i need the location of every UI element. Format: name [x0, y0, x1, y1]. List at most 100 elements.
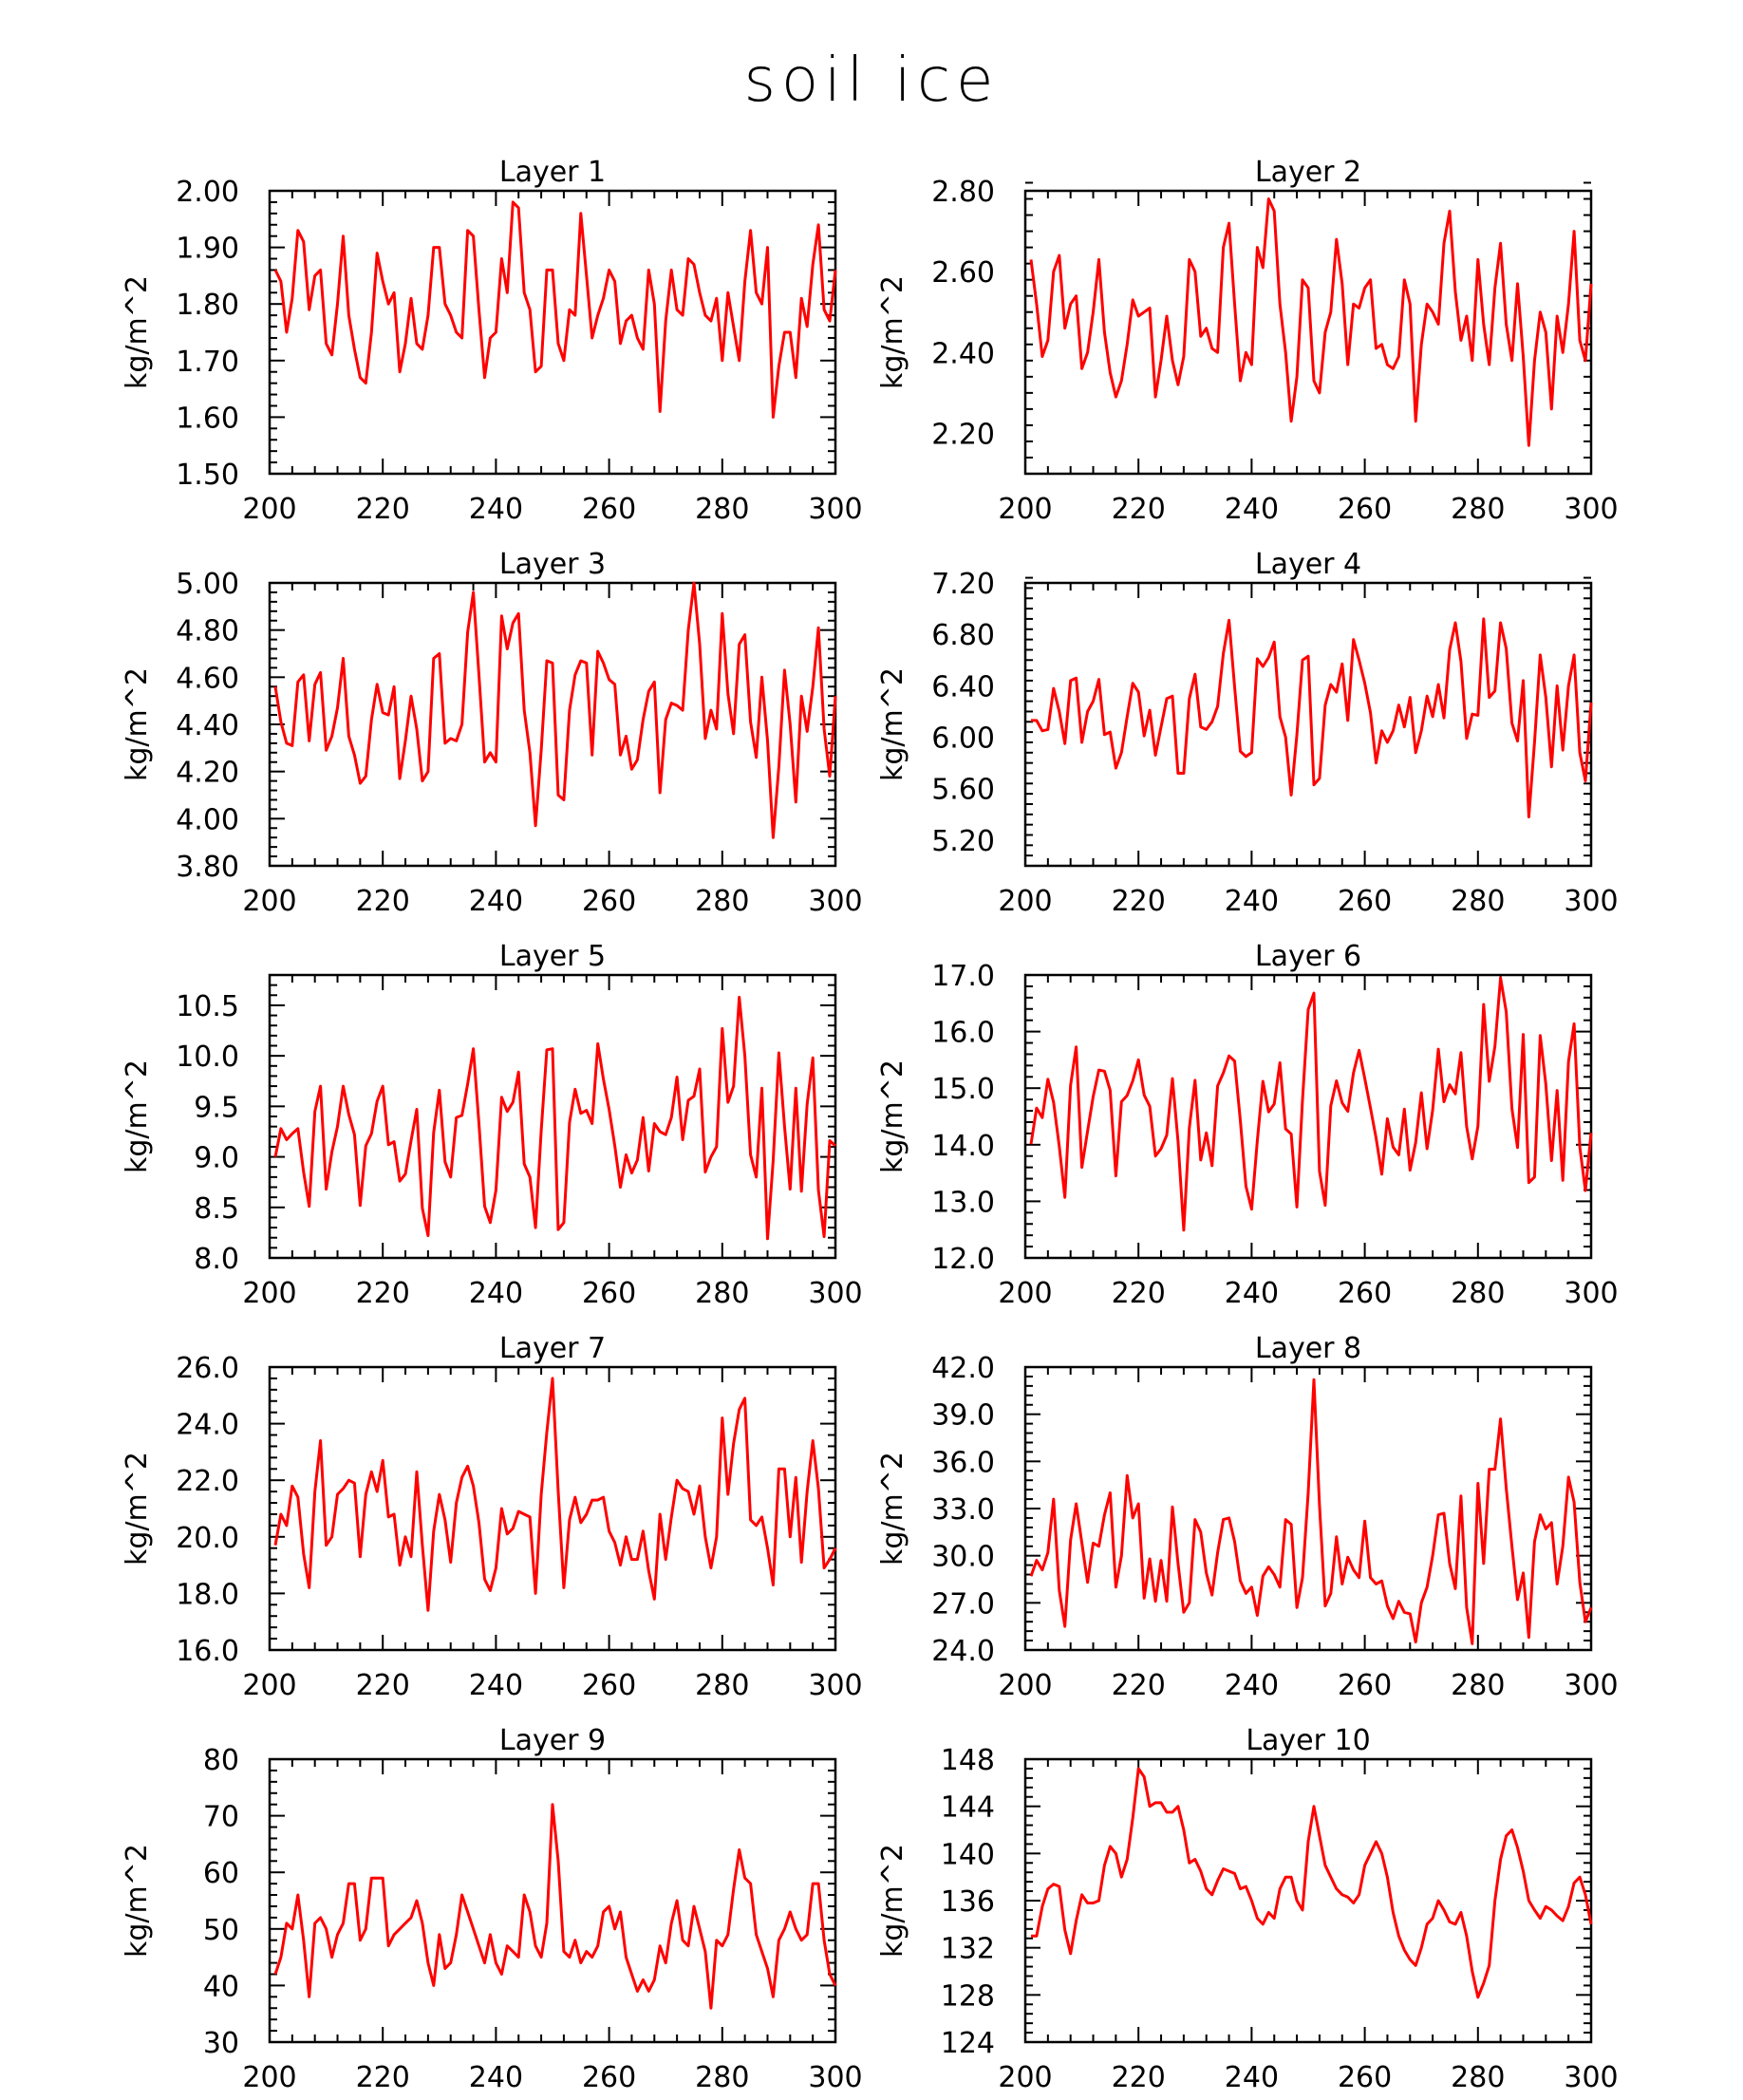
panel-7-xtick-label: 240 — [469, 1669, 523, 1702]
panel-1-frame — [268, 189, 837, 476]
panel-2-series-line — [1029, 197, 1593, 447]
panel-7-ylabel: kg/m^2 — [121, 1452, 154, 1566]
panel-3-title: Layer 3 — [499, 548, 606, 581]
panel-1-title: Layer 1 — [499, 156, 606, 189]
panel-3-xtick-label: 260 — [582, 885, 636, 918]
panel-3-xtick-label: 220 — [356, 885, 410, 918]
panel-1-xtick-label: 200 — [242, 493, 296, 526]
panel-6-xtick-label: 300 — [1564, 1277, 1618, 1310]
panel-4-xtick-label: 260 — [1338, 885, 1392, 918]
panel-8-ytick-label: 39.0 — [931, 1399, 995, 1433]
panel-7-frame — [268, 1365, 837, 1652]
panel-10-xtick-label: 220 — [1112, 2061, 1166, 2094]
panel-4-ylabel: kg/m^2 — [876, 667, 909, 781]
panel-1-xtick-label: 300 — [808, 493, 862, 526]
panel-3-ytick-label: 3.80 — [176, 851, 239, 884]
panel-4-ytick-label: 5.20 — [931, 825, 995, 858]
panel-1-series-line — [273, 200, 837, 419]
panel-4-series-line — [1031, 617, 1593, 818]
panel-9-title: Layer 9 — [499, 1724, 606, 1757]
panel-2-xtick-label: 300 — [1564, 493, 1618, 526]
panel-1-ylabel: kg/m^2 — [121, 275, 154, 389]
panel-1-xtick-label: 260 — [582, 493, 636, 526]
panel-10-title: Layer 10 — [1246, 1724, 1370, 1757]
panel-9-xtick-label: 280 — [695, 2061, 749, 2094]
panel-1-ytick-label: 1.80 — [176, 289, 239, 322]
panel-10-xtick-label: 240 — [1225, 2061, 1279, 2094]
panel-2-ylabel: kg/m^2 — [876, 275, 909, 389]
panel-6-xtick-label: 220 — [1112, 1277, 1166, 1310]
main-title: soil ice — [743, 46, 1000, 116]
panel-1-ytick-label: 1.90 — [176, 233, 239, 266]
panel-2-ytick-label: 2.80 — [931, 176, 995, 209]
panel-7-ytick-label: 16.0 — [176, 1635, 239, 1668]
panel-10-ytick-label: 144 — [941, 1791, 995, 1825]
panel-10-ytick-label: 124 — [941, 2027, 995, 2060]
panel-3-xtick-label: 200 — [242, 885, 296, 918]
panel-3-xtick-label: 300 — [808, 885, 862, 918]
panel-7-xtick-label: 300 — [808, 1669, 862, 1702]
panel-8-ytick-label: 36.0 — [931, 1446, 995, 1479]
panel-5-ytick-label: 9.5 — [194, 1091, 239, 1124]
panel-4-ytick-label: 7.20 — [931, 568, 995, 601]
panel-8-xtick-label: 240 — [1225, 1669, 1279, 1702]
panel-2-title: Layer 2 — [1255, 156, 1361, 189]
panel-9-ylabel: kg/m^2 — [121, 1844, 154, 1958]
panel-7-ytick-label: 22.0 — [176, 1465, 239, 1498]
panel-6-xtick-label: 280 — [1451, 1277, 1505, 1310]
panel-8-ytick-label: 24.0 — [931, 1635, 995, 1668]
panel-6-title: Layer 6 — [1255, 940, 1361, 973]
panel-10-xtick-label: 200 — [998, 2061, 1052, 2094]
panel-6-ytick-label: 13.0 — [931, 1186, 995, 1219]
panel-7-xtick-label: 200 — [242, 1669, 296, 1702]
panel-3-ytick-label: 4.60 — [176, 662, 239, 695]
panel-5-xtick-label: 240 — [469, 1277, 523, 1310]
panel-3-ytick-label: 4.40 — [176, 709, 239, 742]
panel-7-series-line — [273, 1377, 837, 1612]
panel-8-series-line — [1029, 1378, 1593, 1645]
panel-6-ytick-label: 12.0 — [931, 1243, 995, 1276]
panel-5-xtick-label: 220 — [356, 1277, 410, 1310]
panel-3-series-line — [273, 581, 837, 839]
panel-5-ytick-label: 10.5 — [176, 990, 239, 1023]
panel-6-ylabel: kg/m^2 — [876, 1059, 909, 1173]
panel-6-ytick-label: 14.0 — [931, 1130, 995, 1163]
panel-10-ytick-label: 132 — [941, 1933, 995, 1966]
panel-6-xtick-label: 260 — [1338, 1277, 1392, 1310]
panel-9-ytick-label: 70 — [203, 1801, 239, 1834]
panel-1-ytick-label: 2.00 — [176, 176, 239, 209]
panel-6-xtick-label: 240 — [1225, 1277, 1279, 1310]
panel-3-ytick-label: 4.80 — [176, 615, 239, 648]
panel-8-ytick-label: 42.0 — [931, 1352, 995, 1385]
panel-2-xtick-label: 240 — [1225, 493, 1279, 526]
panel-3-ytick-label: 5.00 — [176, 568, 239, 601]
panel-6-ytick-label: 15.0 — [931, 1073, 995, 1106]
panel-9-frame — [268, 1757, 837, 2044]
panel-5-ytick-label: 8.0 — [194, 1243, 239, 1276]
panel-10-xtick-label: 280 — [1451, 2061, 1505, 2094]
panel-4-ytick-label: 5.60 — [931, 774, 995, 807]
panel-4-xtick-label: 220 — [1112, 885, 1166, 918]
panel-6-ytick-label: 17.0 — [931, 960, 995, 993]
panel-2-xtick-label: 260 — [1338, 493, 1392, 526]
panel-2-ytick-label: 2.60 — [931, 256, 995, 290]
panel-5-frame — [268, 973, 837, 1260]
panel-4-ytick-label: 6.80 — [931, 619, 995, 652]
panel-5-ytick-label: 10.0 — [176, 1041, 239, 1074]
panel-3-ylabel: kg/m^2 — [121, 667, 154, 781]
panel-9-ytick-label: 30 — [203, 2027, 239, 2060]
panel-5-xtick-label: 280 — [695, 1277, 749, 1310]
panel-8-xtick-label: 300 — [1564, 1669, 1618, 1702]
panel-2-xtick-label: 200 — [998, 493, 1052, 526]
panel-10-ylabel: kg/m^2 — [876, 1844, 909, 1958]
panel-4-xtick-label: 280 — [1451, 885, 1505, 918]
panel-9-ytick-label: 50 — [203, 1914, 239, 1947]
panel-4-xtick-label: 300 — [1564, 885, 1618, 918]
panel-1-ytick-label: 1.50 — [176, 459, 239, 492]
panel-9-xtick-label: 300 — [808, 2061, 862, 2094]
panel-1-ytick-label: 1.60 — [176, 402, 239, 435]
panel-8-ytick-label: 30.0 — [931, 1541, 995, 1574]
panel-2-xtick-label: 280 — [1451, 493, 1505, 526]
